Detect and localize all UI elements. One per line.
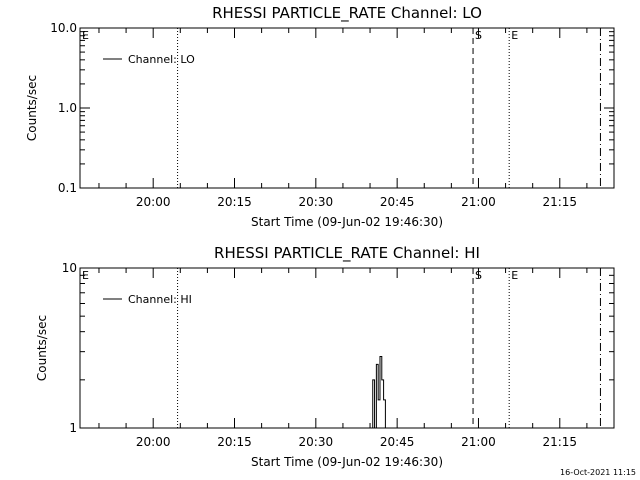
panel-hi-ylabel: Counts/sec [35,315,49,381]
panel-lo-y-tick-label: 0.1 [58,181,77,195]
panel-hi-x-tick-label: 20:45 [380,435,415,449]
panel-lo-x-tick-label: 20:45 [380,195,415,209]
panel-lo-x-tick-label: 20:00 [136,195,171,209]
footer-timestamp: 16-Oct-2021 11:15 [560,468,636,477]
panel-lo-marker-label: E [82,29,89,42]
panel-hi-x-tick-label: 21:00 [461,435,496,449]
panel-lo-xlabel: Start Time (09-Jun-02 19:46:30) [251,215,443,229]
panel-hi-marker-label: E [82,269,89,282]
panel-lo-x-tick-label: 21:15 [542,195,577,209]
panel-lo-y-tick-label: 1.0 [58,101,77,115]
panel-hi-title: RHESSI PARTICLE_RATE Channel: HI [214,244,480,263]
panel-lo-marker-label: E [511,29,518,42]
panel-lo-x-tick-label: 20:30 [299,195,334,209]
panel-hi-x-tick-label: 20:15 [217,435,252,449]
panel-hi-marker-label: E [511,269,518,282]
panel-lo: RHESSI PARTICLE_RATE Channel: LO Start T… [25,4,615,229]
panel-hi-x-tick-label: 20:00 [136,435,171,449]
panel-hi-x-tick-label: 21:15 [542,435,577,449]
panel-hi-y-tick-label: 10 [62,261,77,275]
panel-hi-xlabel: Start Time (09-Jun-02 19:46:30) [251,455,443,469]
panel-lo-ylabel: Counts/sec [25,75,39,141]
panel-hi-x-tick-label: 20:30 [299,435,334,449]
panel-lo-y-tick-label: 10.0 [50,21,77,35]
panel-hi-series-line [372,355,386,429]
panel-lo-title: RHESSI PARTICLE_RATE Channel: LO [212,4,482,23]
panel-lo-x-tick-label: 20:15 [217,195,252,209]
panel-lo-x-tick-label: 21:00 [461,195,496,209]
panel-lo-legend-label: Channel: LO [128,53,195,66]
panel-hi-marker-label: S [475,269,482,282]
panel-lo-marker-label: S [475,29,482,42]
panel-hi-y-tick-label: 1 [69,421,77,435]
panel-hi-legend-label: Channel: HI [128,293,192,306]
panel-hi-plot-frame [79,267,615,429]
panel-hi: RHESSI PARTICLE_RATE Channel: HI Start T… [35,244,615,469]
